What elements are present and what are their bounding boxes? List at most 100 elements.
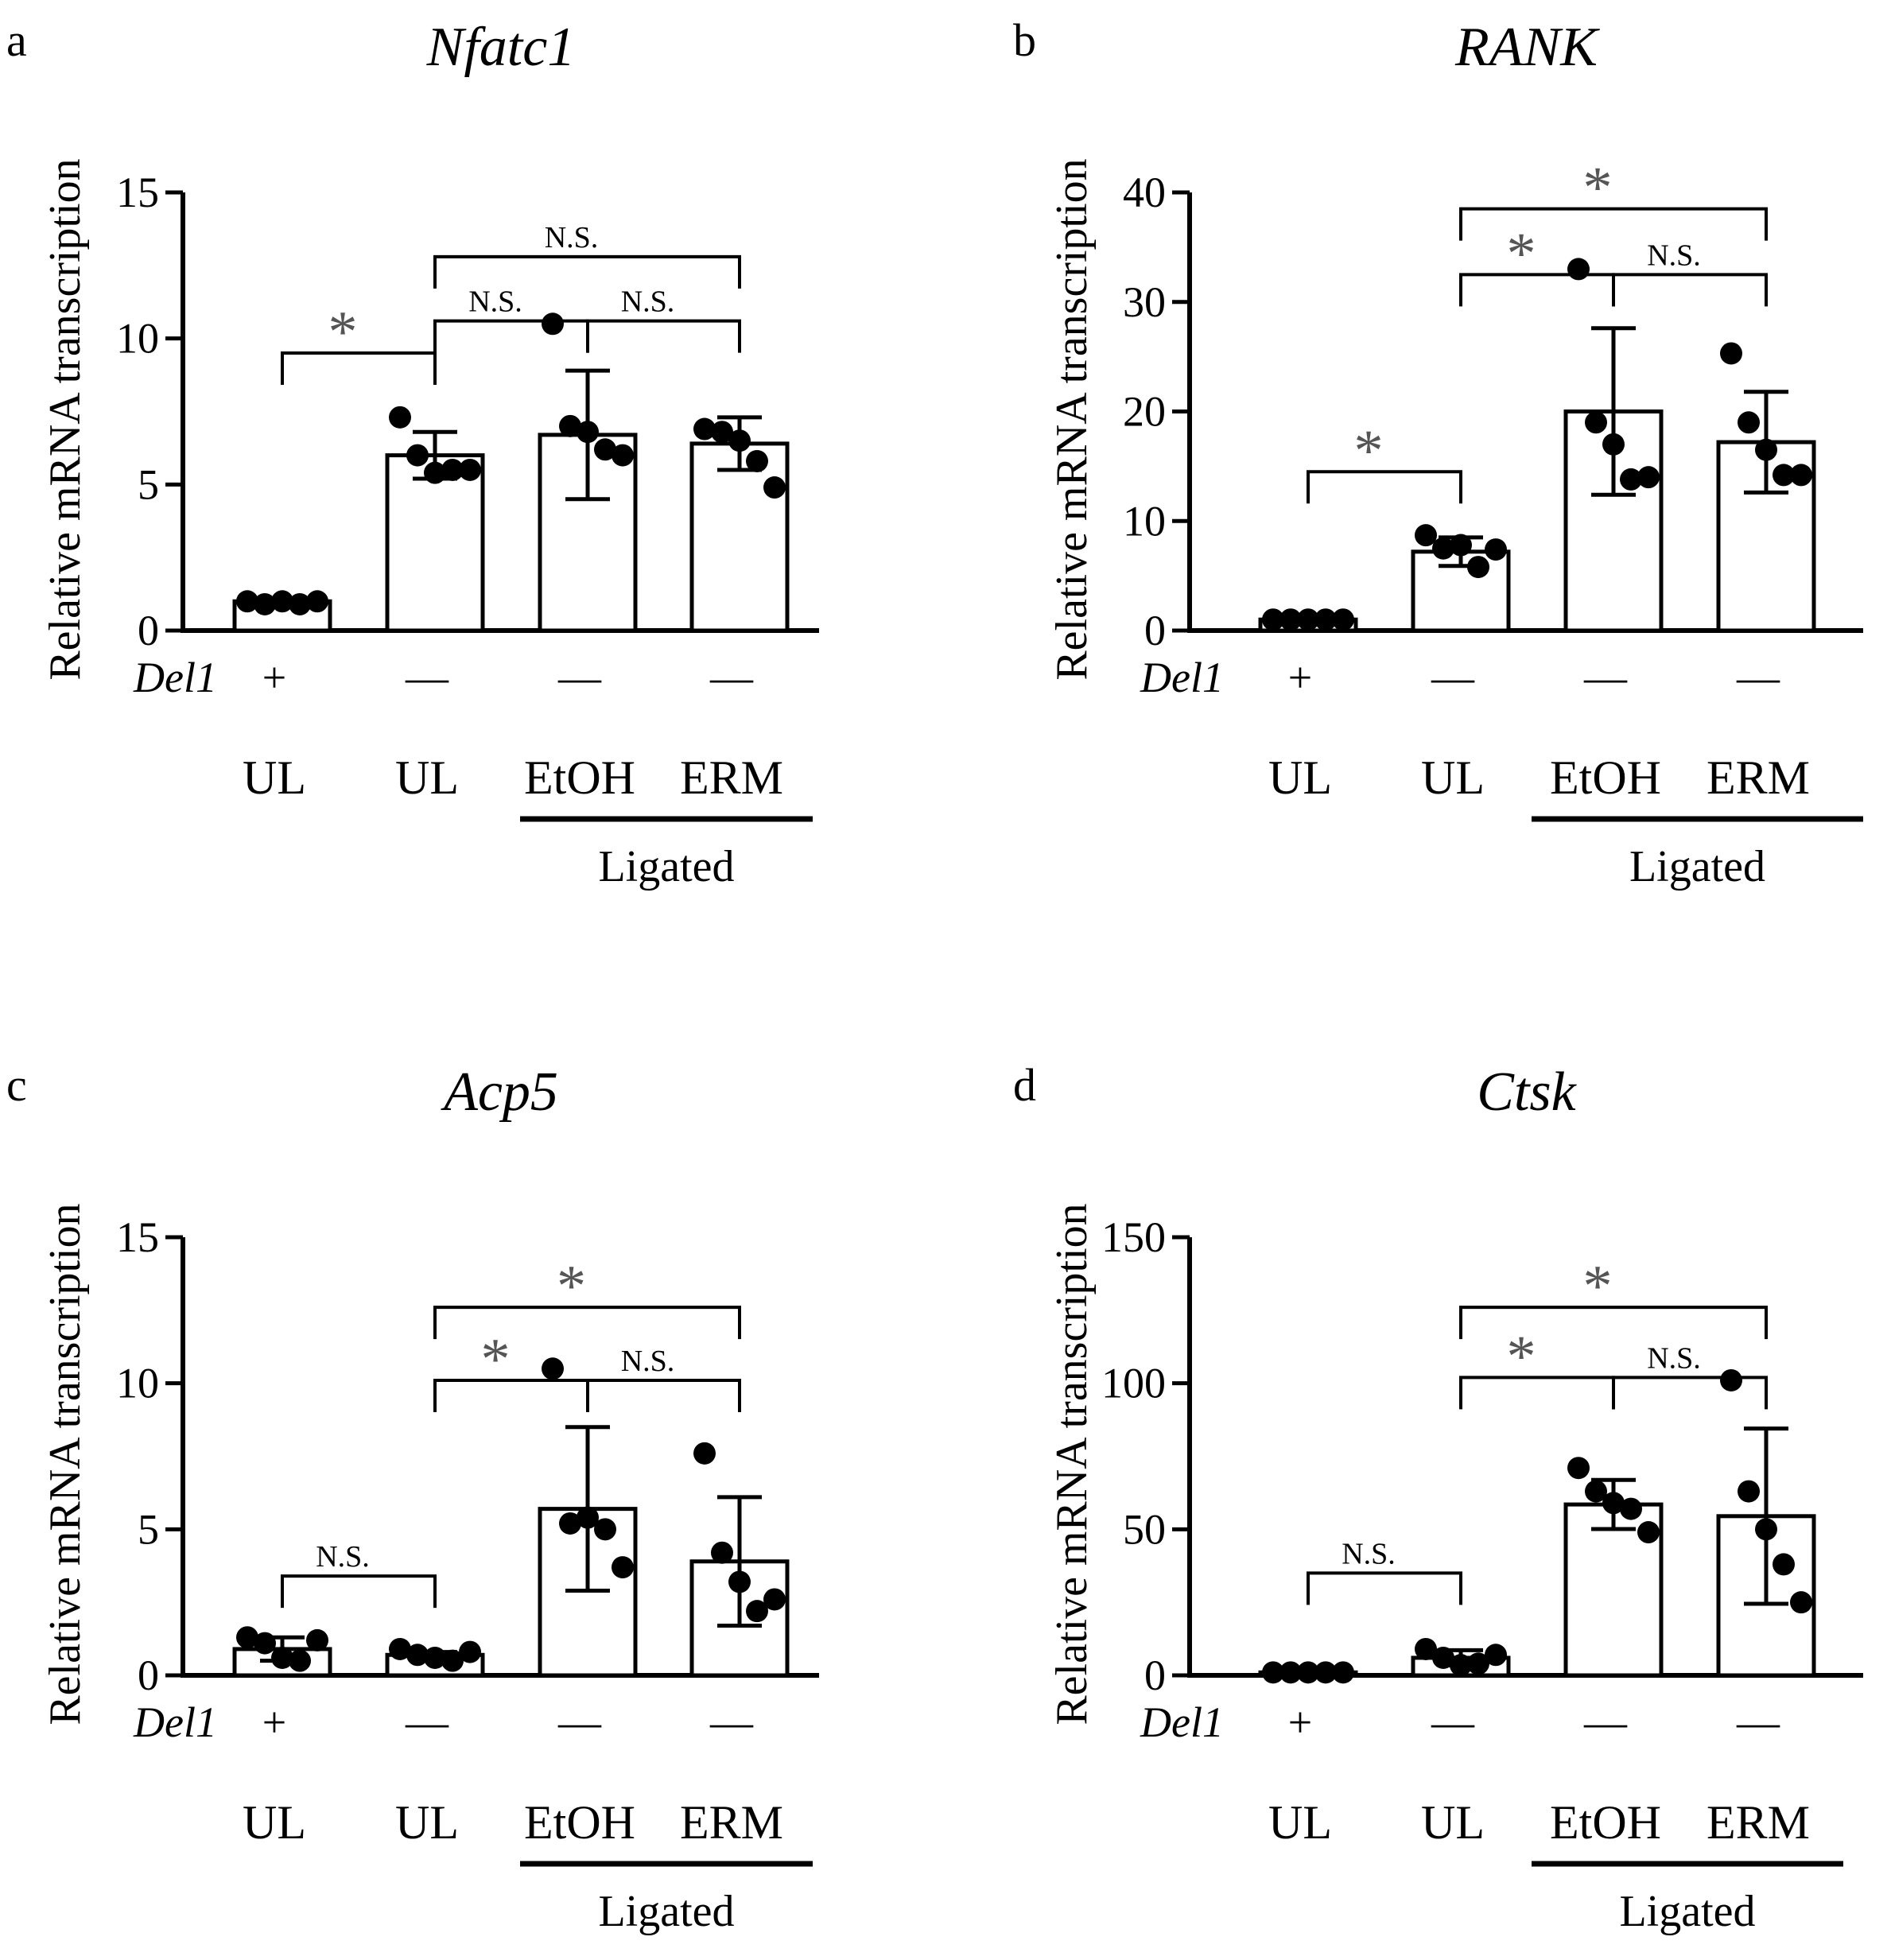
panel-c: c Acp5 Relative mRNA transcription 0 5 10 15 + U…	[6, 1059, 819, 1936]
significance-label: N.S.	[316, 1540, 370, 1574]
category-label: UL	[243, 1796, 306, 1849]
y-tick-label: 0	[1144, 607, 1166, 654]
category-label: ERM	[1707, 751, 1810, 804]
significance-bracket	[433, 1378, 589, 1412]
data-point	[693, 1442, 716, 1465]
y-axis-label: Relative mRNA transcription	[1047, 1203, 1097, 1725]
data-point	[1567, 1457, 1590, 1480]
panel-a: a Nfatc1 Relative mRNA transcription 0 5 10 15…	[6, 14, 819, 891]
y-tick-label: 0	[138, 1651, 159, 1699]
data-point	[1432, 537, 1454, 560]
y-tick-label: 0	[1144, 1651, 1166, 1699]
chart-title: RANK	[1454, 17, 1600, 78]
significance-label: *	[328, 300, 358, 365]
category-label: EtOH	[1550, 751, 1661, 804]
data-point	[594, 438, 616, 461]
data-point	[1415, 1637, 1437, 1660]
data-point	[1415, 524, 1437, 547]
category-label: EtOH	[524, 751, 635, 804]
data-point	[1485, 1644, 1507, 1667]
data-point	[1773, 464, 1795, 487]
data-point	[1485, 538, 1507, 561]
data-point	[1279, 1661, 1302, 1684]
y-tick-label: 20	[1123, 388, 1166, 436]
data-point	[612, 444, 634, 467]
del1-sign: +	[1288, 1698, 1312, 1746]
data-point	[711, 1541, 733, 1564]
data-point	[559, 1512, 581, 1535]
significance-bracket	[1612, 273, 1768, 307]
y-tick-label: 150	[1101, 1213, 1166, 1261]
row-label: Del1	[1140, 654, 1224, 701]
data-point	[1279, 608, 1302, 631]
data-point	[406, 444, 429, 467]
y-tick-label: 10	[116, 315, 159, 363]
panel-letter: c	[6, 1059, 27, 1111]
y-axis-label: Relative mRNA transcription	[1047, 158, 1097, 680]
data-point	[459, 458, 481, 481]
data-point	[1297, 608, 1319, 631]
data-point	[1567, 258, 1590, 281]
significance-bracket	[433, 319, 589, 353]
y-tick-label: 30	[1123, 278, 1166, 326]
data-point	[424, 1646, 446, 1669]
data-point	[254, 1632, 276, 1655]
del1-sign: —	[1583, 654, 1628, 701]
y-tick-label: 100	[1101, 1360, 1166, 1407]
data-point	[746, 449, 768, 472]
significance-bracket	[433, 1306, 741, 1340]
del1-sign: —	[709, 1698, 754, 1746]
data-point	[1738, 411, 1760, 434]
group-label: Ligated	[598, 1887, 734, 1936]
del1-sign: —	[709, 654, 754, 701]
group-label: Ligated	[1619, 1887, 1755, 1936]
panel-d: d Ctsk Relative mRNA transcription 0 50 100 15…	[1013, 1059, 1863, 1936]
data-point	[1585, 1480, 1607, 1503]
category-label: UL	[1421, 751, 1485, 804]
category-label: UL	[1268, 1796, 1332, 1849]
category-label: ERM	[680, 1796, 783, 1849]
bar	[689, 441, 790, 633]
data-point	[1602, 433, 1625, 456]
chart-title: Ctsk	[1477, 1062, 1577, 1123]
del1-sign: —	[405, 1698, 449, 1746]
data-point	[1738, 1480, 1760, 1503]
del1-sign: +	[262, 1698, 286, 1746]
data-point	[1332, 1661, 1354, 1684]
chart-title: Nfatc1	[426, 17, 576, 78]
data-point	[1262, 608, 1284, 631]
significance-bracket	[281, 1574, 437, 1609]
data-point	[1755, 438, 1777, 461]
y-axis-label: Relative mRNA transcription	[41, 158, 90, 680]
group-label: Ligated	[598, 842, 734, 891]
data-point	[1585, 411, 1607, 434]
y-tick-label: 10	[1123, 497, 1166, 545]
category-label: UL	[1268, 751, 1332, 804]
data-point	[271, 590, 293, 613]
del1-sign: —	[557, 1698, 602, 1746]
data-point	[306, 1628, 328, 1651]
chart-title: Acp5	[441, 1062, 558, 1123]
data-point	[271, 1646, 293, 1669]
data-point	[441, 1649, 464, 1672]
data-point	[1720, 342, 1742, 365]
del1-sign: —	[1431, 1698, 1475, 1746]
significance-bracket	[433, 254, 741, 289]
data-point	[763, 1588, 786, 1611]
del1-sign: —	[405, 654, 449, 701]
y-tick-label: 40	[1123, 169, 1166, 216]
significance-label: *	[1583, 156, 1613, 221]
y-tick-label: 15	[116, 1213, 159, 1261]
data-point	[1314, 1661, 1337, 1684]
category-label: UL	[395, 751, 459, 804]
data-point	[441, 458, 464, 481]
panel-b: b RANK Relative mRNA transcription 0 10 20 30 4…	[1013, 14, 1863, 891]
data-point	[254, 592, 276, 615]
data-point	[1773, 1553, 1795, 1576]
significance-bracket	[1459, 207, 1768, 241]
data-point	[1602, 1492, 1625, 1515]
significance-bracket	[1612, 1376, 1768, 1410]
del1-sign: —	[1736, 654, 1780, 701]
data-point	[577, 421, 599, 444]
significance-label: N.S.	[621, 1345, 675, 1378]
